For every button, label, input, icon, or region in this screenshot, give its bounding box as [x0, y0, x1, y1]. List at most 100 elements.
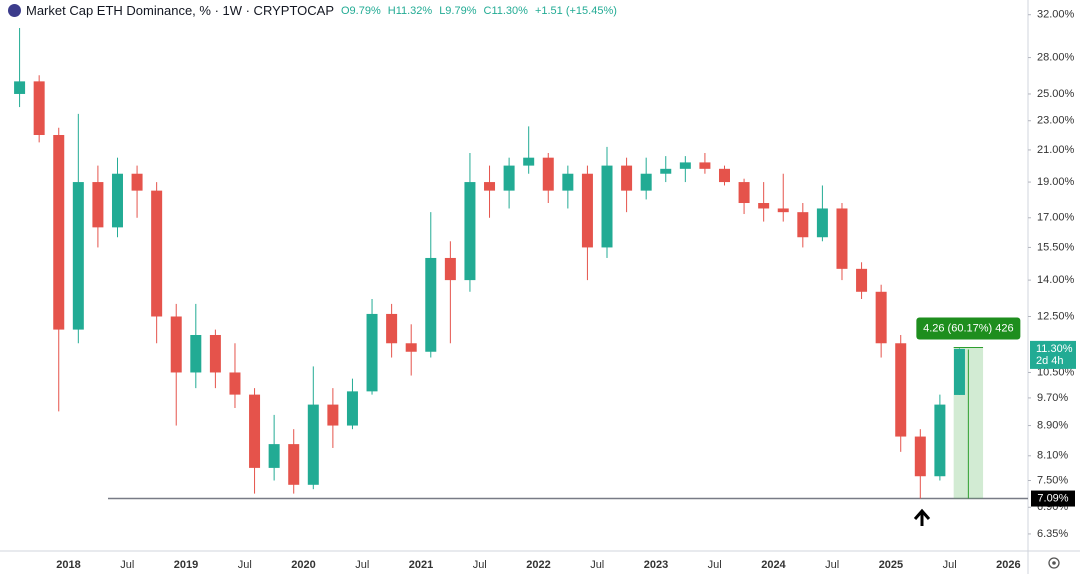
candle-body	[327, 404, 339, 426]
candle-body	[386, 313, 398, 344]
x-tick-label: 2025	[879, 559, 903, 571]
candle-body	[307, 404, 319, 485]
candle-body	[170, 316, 182, 373]
y-tick-label: 15.50%	[1037, 241, 1075, 253]
candle-body	[484, 182, 496, 191]
y-tick-label: 6.35%	[1037, 528, 1068, 540]
candle-body	[581, 173, 593, 248]
y-tick-label: 28.00%	[1037, 51, 1075, 63]
x-tick-label: 2023	[644, 559, 668, 571]
candle-body	[816, 208, 828, 238]
candle-body	[288, 444, 300, 485]
candle-body	[131, 173, 143, 191]
candle-body	[366, 313, 378, 392]
candle-body	[14, 81, 26, 94]
candle-body	[346, 391, 358, 426]
candle-body	[33, 81, 45, 136]
last-price-bg	[1030, 340, 1076, 369]
candle-body	[660, 168, 672, 174]
candle-body	[738, 182, 750, 204]
y-tick-label: 25.00%	[1037, 88, 1075, 100]
candle-body	[464, 182, 476, 281]
last-price-label: 11.30%	[1036, 343, 1073, 355]
legend-value: L9.79%	[439, 4, 477, 17]
y-tick-label: 32.00%	[1037, 9, 1075, 21]
y-tick-label: 8.10%	[1037, 450, 1068, 462]
y-tick-label: 21.00%	[1037, 144, 1075, 156]
candle-body	[542, 157, 554, 191]
candle-body	[777, 208, 789, 213]
x-tick-label: Jul	[238, 559, 252, 571]
candle-body	[92, 182, 104, 228]
candle-body	[151, 190, 163, 317]
candle-body	[621, 165, 633, 191]
x-tick-label: Jul	[708, 559, 722, 571]
candle-body	[875, 291, 887, 344]
legend-value: H11.32%	[387, 4, 433, 17]
x-tick-label: Jul	[355, 559, 369, 571]
y-tick-label: 9.70%	[1037, 392, 1068, 404]
candle-body	[953, 348, 965, 395]
x-tick-label: 2021	[409, 559, 433, 571]
countdown-label: 2d 4h	[1036, 355, 1064, 367]
candle-body	[758, 203, 770, 209]
x-tick-label: Jul	[590, 559, 604, 571]
candle-body	[797, 212, 809, 238]
arrow-annotation	[913, 508, 931, 526]
candle-body	[268, 444, 280, 468]
y-tick-label: 6.90%	[1037, 501, 1068, 513]
candle-body	[249, 394, 261, 468]
candle-body	[72, 182, 84, 330]
x-tick-label: 2024	[761, 559, 786, 571]
candle-body	[503, 165, 515, 191]
x-tick-label: Jul	[473, 559, 487, 571]
candle-body	[562, 173, 574, 191]
candle-body	[405, 343, 417, 352]
x-tick-label: 2020	[291, 559, 315, 571]
candle-body	[718, 168, 730, 183]
candle-body	[229, 372, 241, 395]
candle-body	[523, 157, 535, 166]
x-tick-label: Jul	[120, 559, 134, 571]
y-tick-label: 7.50%	[1037, 474, 1068, 486]
candle-body	[914, 436, 926, 477]
candle-body	[679, 162, 691, 169]
candle-body	[425, 257, 437, 352]
candle-body	[209, 334, 221, 373]
candle-body	[53, 135, 65, 330]
y-tick-label: 23.00%	[1037, 115, 1075, 127]
y-tick-label: 14.00%	[1037, 274, 1075, 286]
measure-label: 4.26 (60.17%) 426	[923, 322, 1014, 334]
candle-body	[111, 173, 123, 228]
x-tick-label: 2018	[56, 559, 80, 571]
hline-label: 7.09%	[1037, 492, 1068, 504]
candle-body	[895, 343, 907, 437]
y-tick-label: 12.50%	[1037, 310, 1075, 322]
candle-body	[601, 165, 613, 248]
eth-icon	[8, 4, 21, 17]
hline-label-bg	[1031, 490, 1075, 507]
candle-body	[640, 173, 652, 191]
x-tick-label: Jul	[943, 559, 957, 571]
legend-value: C11.30%	[483, 4, 528, 17]
candle-body	[190, 334, 202, 373]
symbol-title: Market Cap ETH Dominance, % · 1W · CRYPT…	[26, 3, 334, 18]
x-tick-label: 2022	[526, 559, 550, 571]
legend-value: +1.51 (+15.45%)	[534, 4, 617, 17]
candle-body	[856, 268, 868, 292]
settings-icon[interactable]	[1048, 557, 1060, 569]
legend-value: O9.79%	[341, 4, 381, 17]
measure-label-bg	[916, 317, 1021, 340]
x-tick-label: Jul	[825, 559, 839, 571]
header: Market Cap ETH Dominance, % · 1W · CRYPT…	[8, 3, 617, 18]
candle-body	[699, 162, 711, 169]
y-tick-label: 10.50%	[1037, 366, 1075, 378]
y-tick-label: 17.00%	[1037, 212, 1075, 224]
candle-body	[836, 208, 848, 269]
settings-icon-center	[1052, 561, 1056, 565]
y-tick-label: 8.90%	[1037, 419, 1068, 431]
x-tick-label: 2026	[996, 559, 1020, 571]
candle-body	[444, 257, 456, 281]
